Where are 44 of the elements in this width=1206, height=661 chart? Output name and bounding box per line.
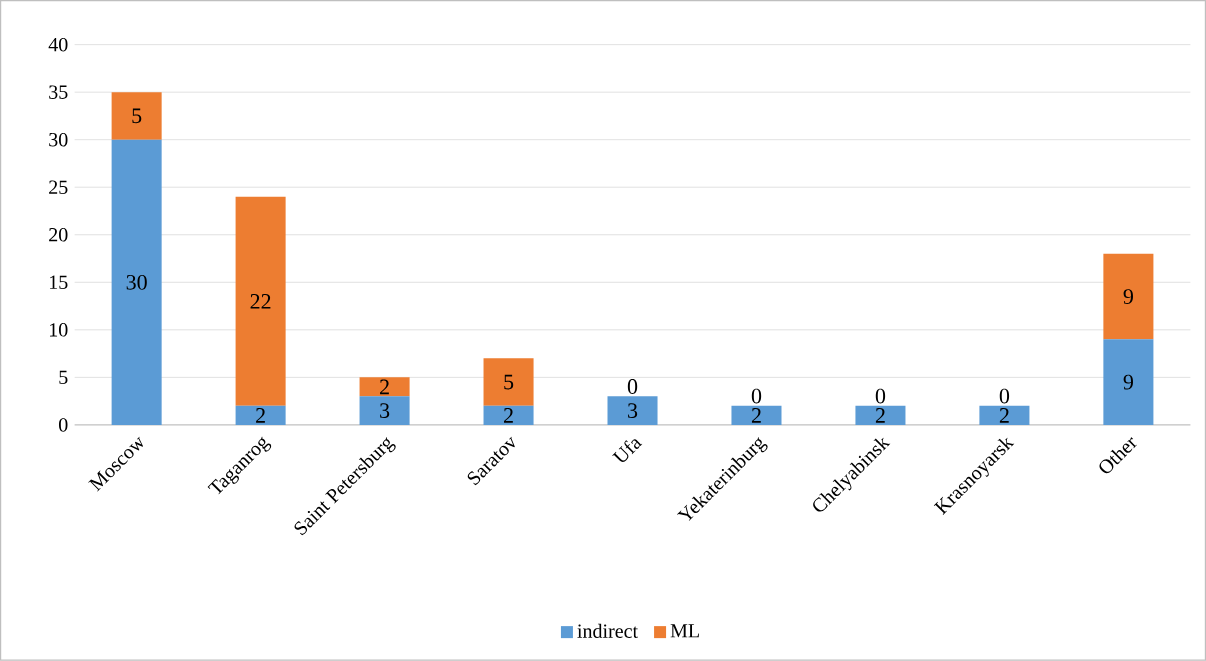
- y-tick-label: 15: [49, 275, 68, 290]
- legend-label: ML: [670, 624, 699, 638]
- y-tick-label: 25: [49, 180, 68, 195]
- y-tick-label: 20: [49, 228, 68, 242]
- bar: [235, 196, 286, 407]
- bar: [111, 92, 162, 140]
- bar: [731, 406, 782, 426]
- bar: [855, 406, 906, 426]
- y-tick-label: 0: [59, 418, 68, 432]
- data-label: 5: [504, 374, 514, 390]
- bar: [359, 377, 410, 397]
- data-label: 9: [1123, 374, 1133, 390]
- data-label: 0: [875, 388, 886, 404]
- data-label: 2: [504, 408, 513, 423]
- bar: [607, 396, 658, 426]
- y-tick-label: 5: [59, 370, 68, 385]
- x-tick-label: Ufa: [612, 439, 643, 463]
- y-tick-label: 10: [49, 323, 68, 337]
- bar: [979, 406, 1030, 426]
- data-label: 0: [999, 388, 1010, 404]
- data-label: 22: [250, 294, 271, 309]
- bar: [359, 396, 410, 426]
- data-label: 3: [628, 403, 638, 419]
- bar: [111, 139, 162, 426]
- data-label: 2: [380, 379, 389, 395]
- y-tick-label: 40: [48, 38, 68, 52]
- y-tick-label: 30: [49, 133, 68, 147]
- bar: [483, 406, 534, 426]
- data-label: 5: [132, 108, 142, 124]
- data-label: 0: [627, 379, 638, 395]
- data-label: 2: [751, 408, 761, 423]
- data-label: 9: [1123, 289, 1133, 305]
- data-label: 2: [256, 408, 265, 423]
- bar: [1103, 339, 1154, 426]
- bar: [1103, 253, 1154, 340]
- legend-label: indirect: [577, 623, 638, 639]
- bar: [235, 406, 286, 426]
- data-label: 3: [380, 403, 390, 419]
- data-label: 30: [126, 275, 147, 290]
- bar: [483, 358, 534, 407]
- data-label: 2: [875, 408, 885, 423]
- data-label: 0: [751, 388, 762, 404]
- data-label: 2: [999, 408, 1009, 423]
- y-tick-label: 35: [49, 85, 68, 100]
